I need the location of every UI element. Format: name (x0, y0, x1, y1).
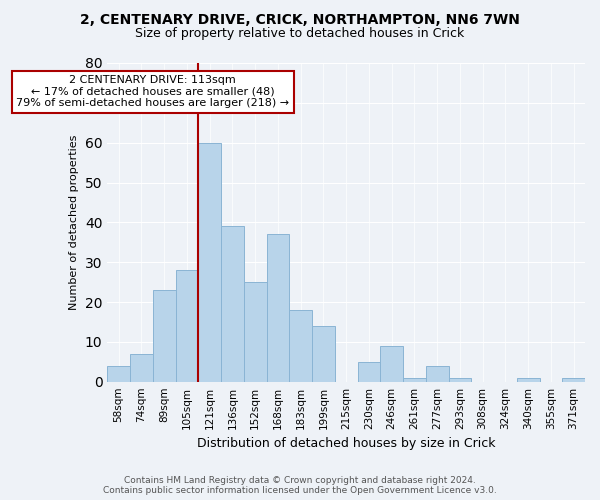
X-axis label: Distribution of detached houses by size in Crick: Distribution of detached houses by size … (197, 437, 496, 450)
Bar (449, 378, 471, 382)
Text: 2 CENTENARY DRIVE: 113sqm
← 17% of detached houses are smaller (48)
79% of semi-: 2 CENTENARY DRIVE: 113sqm ← 17% of detac… (16, 75, 289, 108)
Bar (380, 346, 403, 382)
Bar (153, 290, 176, 382)
Bar (221, 226, 244, 382)
Bar (244, 282, 266, 382)
Bar (562, 378, 585, 382)
Y-axis label: Number of detached properties: Number of detached properties (69, 134, 79, 310)
Bar (107, 366, 130, 382)
Bar (403, 378, 426, 382)
Bar (312, 326, 335, 382)
Bar (517, 378, 539, 382)
Bar (426, 366, 449, 382)
Text: Contains HM Land Registry data © Crown copyright and database right 2024.
Contai: Contains HM Land Registry data © Crown c… (103, 476, 497, 495)
Bar (130, 354, 153, 382)
Text: 2, CENTENARY DRIVE, CRICK, NORTHAMPTON, NN6 7WN: 2, CENTENARY DRIVE, CRICK, NORTHAMPTON, … (80, 12, 520, 26)
Bar (289, 310, 312, 382)
Bar (176, 270, 198, 382)
Bar (198, 142, 221, 382)
Bar (266, 234, 289, 382)
Text: Size of property relative to detached houses in Crick: Size of property relative to detached ho… (136, 28, 464, 40)
Bar (358, 362, 380, 382)
